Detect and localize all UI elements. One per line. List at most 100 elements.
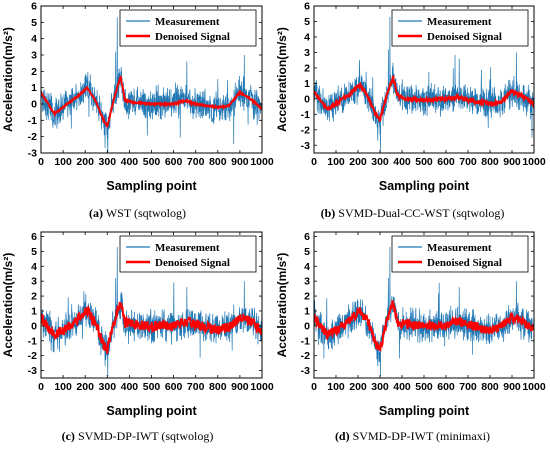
- legend: Measurement Denoised Signal: [119, 235, 257, 273]
- legend-box: [119, 235, 257, 273]
- x-tick-label: 700: [187, 156, 205, 168]
- y-tick-label: -3: [301, 365, 310, 377]
- legend-box: [391, 235, 529, 273]
- denoised-line: [314, 75, 534, 122]
- y-tick-label: -2: [28, 350, 37, 362]
- y-axis-label: Acceleration(m/s²): [1, 253, 15, 358]
- x-tick-label: 1000: [250, 381, 274, 393]
- caption-text: WST (sqtwolog): [103, 206, 186, 220]
- y-tick-label: 1: [31, 82, 37, 94]
- legend: Measurement Denoised Signal: [391, 9, 529, 47]
- x-tick-label: 400: [121, 156, 139, 168]
- x-tick-label: 300: [99, 156, 117, 168]
- x-axis-label: Sampling point: [106, 179, 197, 193]
- x-tick-label: 800: [481, 156, 499, 168]
- x-tick-label: 1000: [522, 381, 546, 393]
- y-tick-label: 6: [31, 231, 37, 243]
- legend-label: Denoised Signal: [155, 257, 230, 269]
- caption-text: SVMD-DP-IWT (minimaxi): [349, 429, 491, 443]
- x-tick-label: 0: [311, 381, 317, 393]
- y-tick-label: 5: [304, 16, 310, 28]
- x-axis-label: Sampling point: [106, 404, 197, 418]
- x-tick-label: 400: [121, 381, 139, 393]
- measurement-line: [314, 246, 534, 377]
- y-tick-label: 1: [304, 78, 310, 90]
- legend: Measurement Denoised Signal: [391, 235, 529, 273]
- legend-label: Measurement: [155, 16, 220, 28]
- x-tick-label: 200: [349, 156, 367, 168]
- x-tick-label: 400: [393, 156, 411, 168]
- y-tick-label: -2: [301, 124, 310, 136]
- chart-panel-3: 0 100 200 300 400 500 600 700 800 900 1000 -3 -2 -1 0 1…: [275, 231, 546, 418]
- caption-c: (c) SVMD-DP-IWT (sqtwolog): [0, 429, 275, 444]
- x-tick-label: 900: [503, 156, 521, 168]
- measurement-line: [314, 16, 534, 152]
- x-axis-label: Sampling point: [379, 179, 470, 193]
- x-tick-label: 1000: [250, 156, 274, 168]
- x-tick-label: 100: [327, 381, 345, 393]
- denoised-line: [314, 300, 534, 353]
- legend-label: Measurement: [155, 242, 220, 254]
- x-tick-label: 500: [143, 381, 161, 393]
- y-tick-label: 3: [31, 276, 37, 288]
- x-tick-label: 300: [99, 381, 117, 393]
- caption-text: SVMD-DP-IWT (sqtwolog): [74, 429, 214, 443]
- x-tick-label: 700: [459, 381, 477, 393]
- x-tick-label: 900: [231, 156, 249, 168]
- x-tick-label: 600: [437, 381, 455, 393]
- x-tick-label: 0: [311, 156, 317, 168]
- y-tick-label: -3: [28, 365, 37, 377]
- legend: Measurement Denoised Signal: [119, 9, 257, 47]
- y-axis-label: Acceleration(m/s²): [275, 27, 289, 132]
- y-tick-label: -2: [301, 350, 310, 362]
- x-tick-label: 600: [165, 156, 183, 168]
- chart-panel-1: 0 100 200 300 400 500 600 700 800 900 1000 -3 -2 -1 0 1…: [275, 1, 546, 194]
- y-tick-label: -3: [28, 148, 37, 160]
- y-tick-label: 3: [31, 50, 37, 62]
- x-tick-label: 800: [209, 156, 227, 168]
- legend-label: Measurement: [427, 16, 492, 28]
- y-tick-label: 4: [304, 261, 310, 273]
- y-tick-label: -3: [301, 140, 310, 152]
- y-axis-label: Acceleration(m/s²): [275, 253, 289, 358]
- caption-b: (b) SVMD-Dual-CC-WST (sqtwolog): [275, 206, 550, 221]
- y-tick-label: 1: [304, 305, 310, 317]
- denoised-line: [41, 301, 262, 354]
- y-tick-label: -1: [28, 335, 37, 347]
- y-axis-label: Acceleration(m/s²): [1, 27, 15, 132]
- y-tick-label: 2: [304, 62, 310, 74]
- x-axis-label: Sampling point: [379, 404, 470, 418]
- measurement-line: [41, 17, 262, 153]
- chart-panel-2: 0 100 200 300 400 500 600 700 800 900 1000 -3 -2 -1 0 1…: [1, 231, 274, 418]
- y-tick-label: 6: [304, 1, 310, 13]
- y-tick-label: 3: [304, 276, 310, 288]
- caption-letter: (d): [334, 429, 350, 443]
- caption-a: (a) WST (sqtwolog): [0, 206, 275, 221]
- y-tick-label: 0: [304, 320, 310, 332]
- x-tick-label: 800: [209, 381, 227, 393]
- x-tick-label: 800: [481, 381, 499, 393]
- x-tick-label: 200: [76, 381, 94, 393]
- legend-label: Denoised Signal: [427, 257, 502, 269]
- y-tick-label: 4: [31, 33, 37, 45]
- x-tick-label: 600: [165, 381, 183, 393]
- y-tick-label: 4: [304, 31, 310, 43]
- caption-letter: (c): [61, 429, 75, 443]
- x-tick-label: 500: [415, 381, 433, 393]
- legend-label: Measurement: [427, 242, 492, 254]
- x-tick-label: 100: [327, 156, 345, 168]
- y-tick-label: 1: [31, 305, 37, 317]
- y-tick-label: -1: [301, 335, 310, 347]
- y-tick-label: -2: [28, 131, 37, 143]
- x-tick-label: 700: [459, 156, 477, 168]
- y-tick-label: 2: [31, 66, 37, 78]
- legend-box: [119, 9, 257, 47]
- x-tick-label: 1000: [522, 156, 546, 168]
- x-tick-label: 100: [54, 156, 72, 168]
- y-tick-label: 6: [31, 1, 37, 13]
- caption-text: SVMD-Dual-CC-WST (sqtwolog): [335, 206, 505, 220]
- x-tick-label: 300: [371, 381, 389, 393]
- chart-panel-0: 0 100 200 300 400 500 600 700 800 900 1000 -3 -2 -1 0 1…: [1, 1, 274, 194]
- x-tick-label: 500: [415, 156, 433, 168]
